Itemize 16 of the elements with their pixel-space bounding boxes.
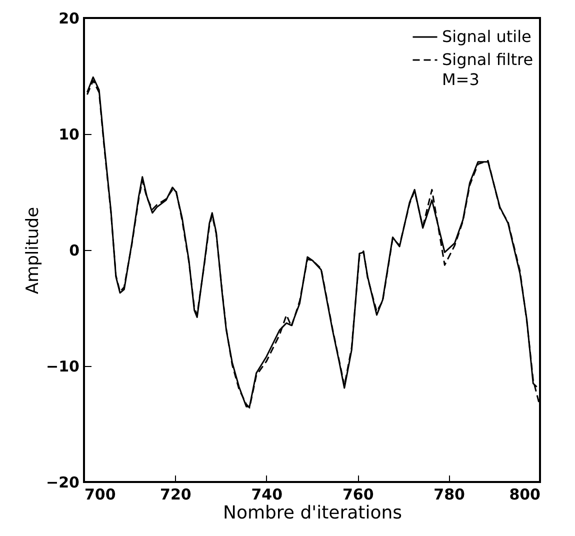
x-tick-label: 780 bbox=[434, 486, 465, 504]
y-tick-label: 10 bbox=[58, 126, 80, 144]
y-tick-label: 0 bbox=[69, 242, 80, 260]
x-axis-title: Nombre d'iterations bbox=[222, 502, 402, 524]
y-tick-label: 20 bbox=[58, 10, 80, 28]
y-axis-title: Amplitude bbox=[23, 206, 44, 294]
x-tick-label: 700 bbox=[84, 486, 116, 504]
x-tick-label: 800 bbox=[509, 486, 540, 504]
legend-label: Signal utile bbox=[442, 27, 532, 46]
legend-label: Signal filtre bbox=[442, 50, 534, 69]
x-tick-label: 720 bbox=[160, 486, 192, 504]
x-tick-label: 740 bbox=[251, 486, 283, 504]
y-tick-label: −20 bbox=[46, 474, 80, 492]
y-tick-label: −10 bbox=[46, 358, 80, 376]
annotation: M=3 bbox=[442, 70, 480, 89]
x-tick-label: 760 bbox=[342, 486, 374, 504]
